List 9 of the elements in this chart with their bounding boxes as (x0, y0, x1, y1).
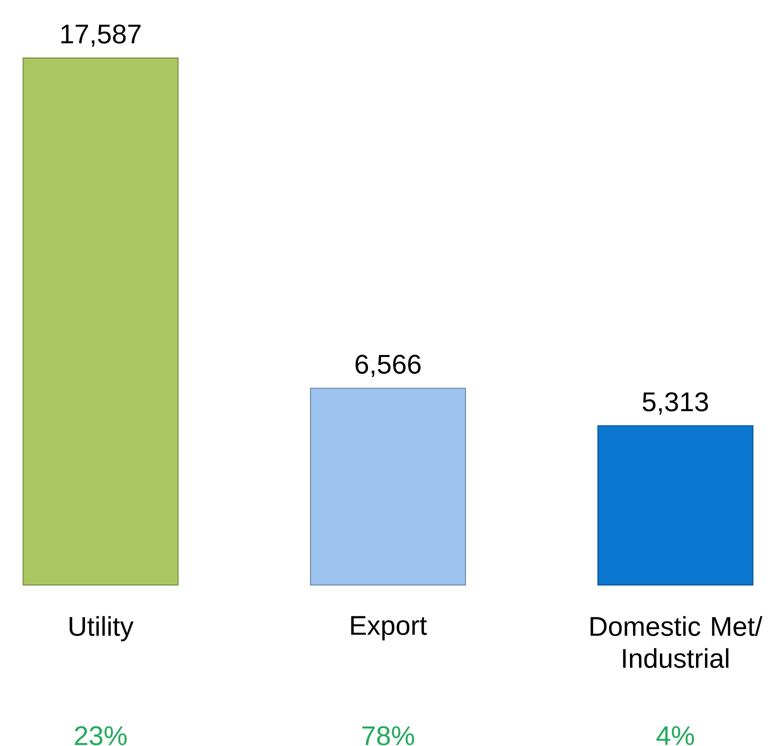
text: 4% (656, 726, 694, 746)
data-label: 6,566 (356, 354, 421, 378)
x-tick-label: Utility (70, 616, 134, 642)
x-tick-label: Export (351, 616, 427, 640)
text: 23% (74, 726, 127, 746)
text: 78% (362, 726, 414, 746)
data-label: 17,587 (61, 24, 141, 47)
x-tick-label: Domestic Met/ Industrial (590, 616, 762, 668)
data-label: 5,313 (642, 392, 708, 415)
